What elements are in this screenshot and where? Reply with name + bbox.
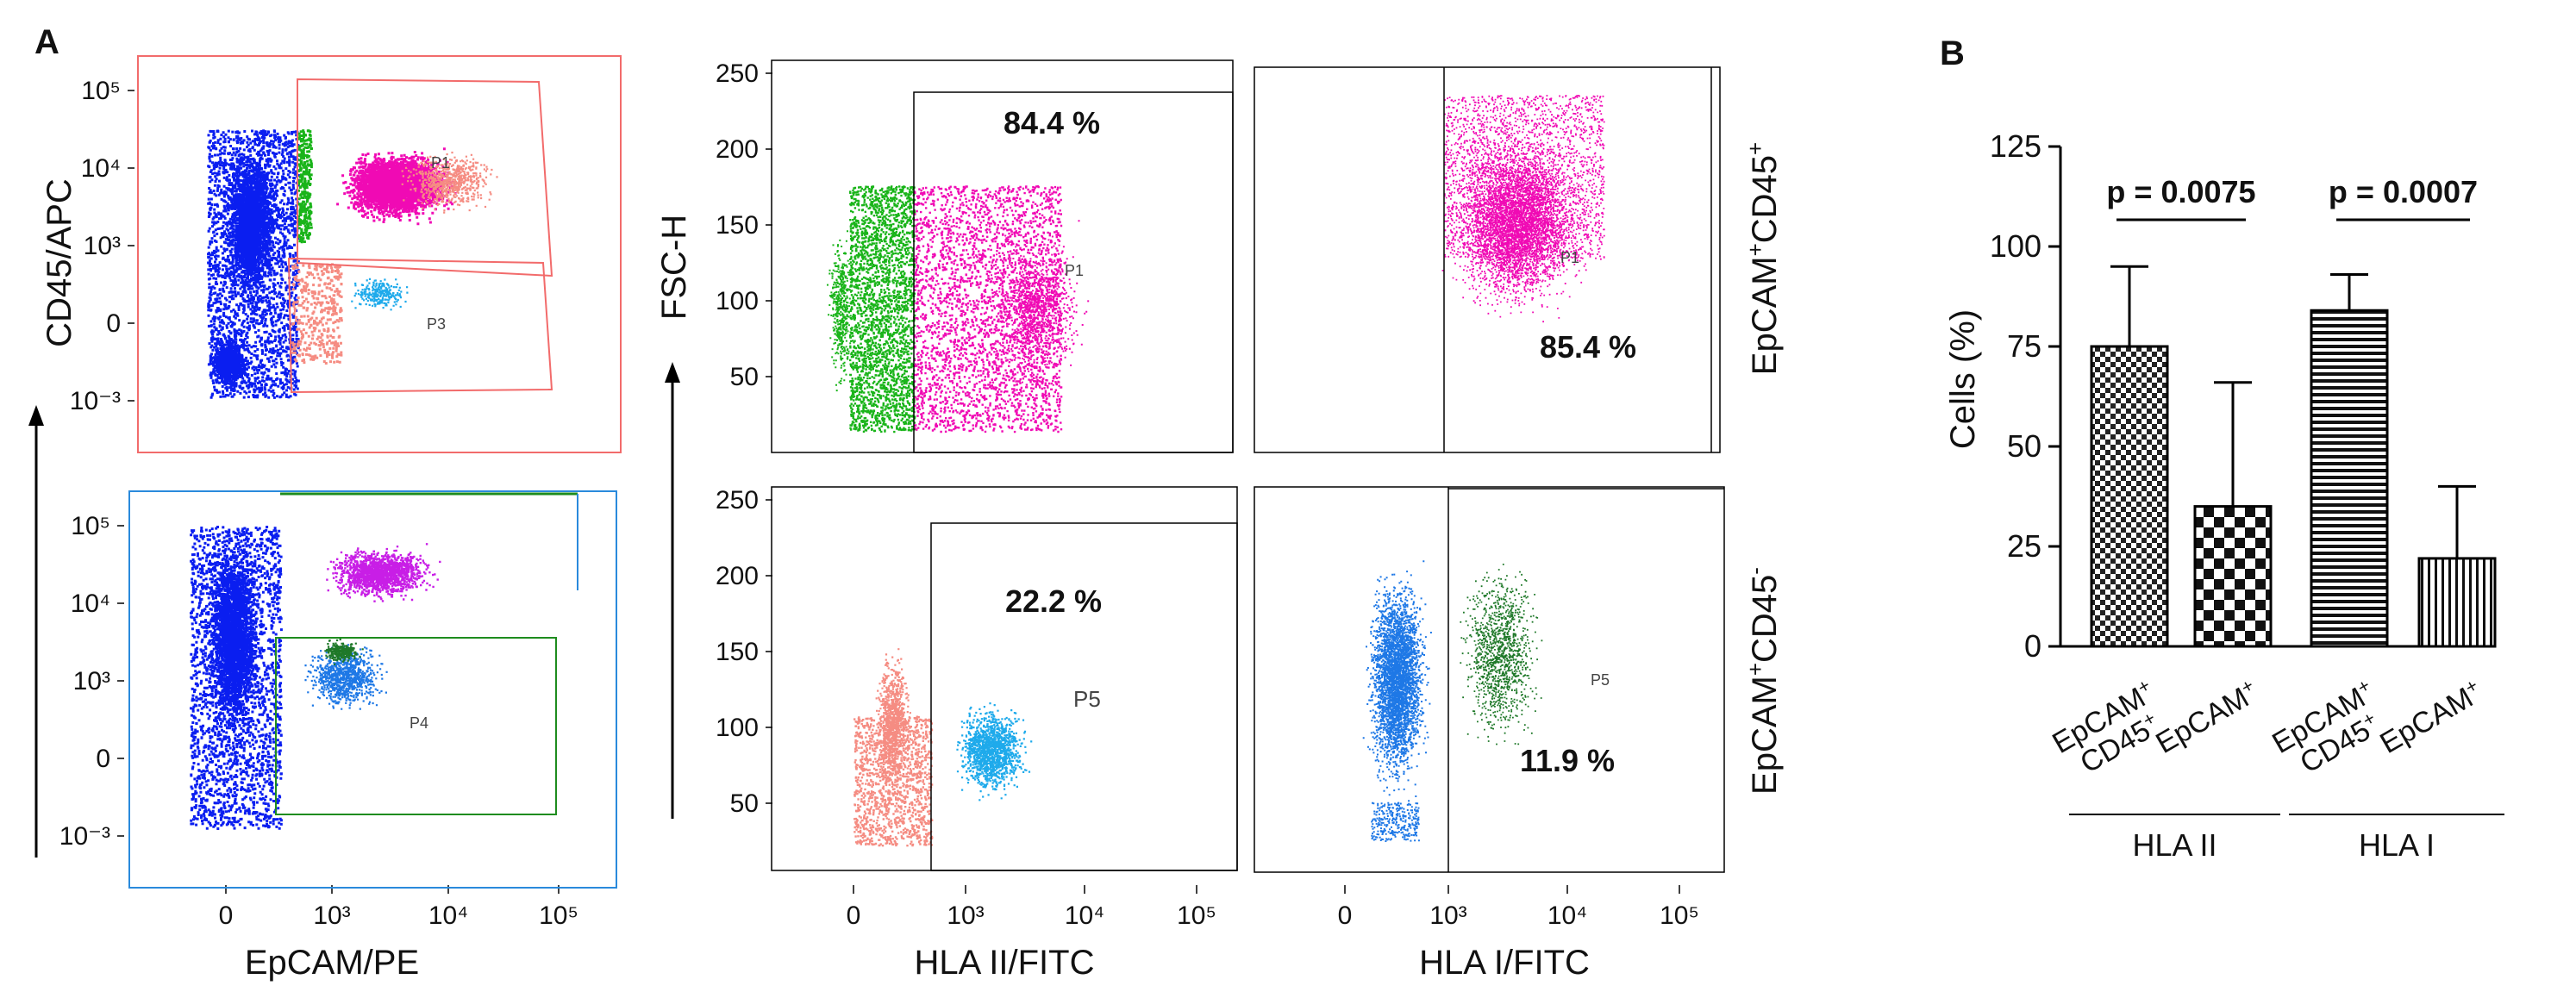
left-y-ticks-bottom: 10⁵ 10⁴ 10³ 0 10⁻³ xyxy=(59,512,124,851)
x-tick-label: 10⁴ xyxy=(1065,901,1104,930)
mid-y-axis-label: FSC-H xyxy=(655,215,693,819)
mid-x-axis-label: HLA II/FITC xyxy=(915,944,1095,982)
x-tick-label: 0 xyxy=(219,901,234,930)
y-tick-label: 10⁻³ xyxy=(59,822,110,851)
plot-hla2-cd45neg: P5 22.2 % xyxy=(771,486,1238,871)
plot-hla2-cd45pos: P1 84.4 % xyxy=(771,59,1234,453)
pct-hla2-cd45pos: 84.4 % xyxy=(1004,105,1100,140)
row-label-cd45pos: EpCAM+CD45+ xyxy=(1742,142,1784,375)
y-tick-label: 10⁴ xyxy=(81,154,121,183)
y-tick-label: 150 xyxy=(716,638,759,666)
y-tick-label: 150 xyxy=(716,211,759,240)
y-tick-label: 10³ xyxy=(73,667,110,695)
bar-y-tick-label: 100 xyxy=(1990,228,2041,264)
x-tick-label: 10⁵ xyxy=(1660,901,1699,930)
x-tick-label: 10⁵ xyxy=(1177,901,1216,930)
hla2-x-ticks: 0 10³ 10⁴ 10⁵ xyxy=(847,885,1216,930)
bar-y-tick-label: 50 xyxy=(2007,428,2041,464)
pvalue-label: p = 0.0075 xyxy=(2106,174,2255,209)
pct-hla1-cd45pos: 85.4 % xyxy=(1540,329,1636,365)
y-tick-label: 100 xyxy=(716,287,759,315)
y-tick-label: 10⁴ xyxy=(71,589,110,618)
bar-category-label: EpCAM+ xyxy=(2373,674,2488,760)
left-x-axis-label: EpCAM/PE xyxy=(245,944,419,982)
y-tick-label: 10⁵ xyxy=(81,77,121,105)
bar-3 xyxy=(2417,557,2497,648)
gate-label-right-bot: P5 xyxy=(1591,671,1610,689)
plot-hla1-cd45neg: P5 11.9 % xyxy=(1254,486,1725,873)
x-tick-label: 10⁵ xyxy=(539,901,578,930)
bar-1 xyxy=(2193,505,2273,648)
bar-y-tick-label: 25 xyxy=(2007,528,2041,564)
gate-hla2-bottom[interactable] xyxy=(930,522,1238,871)
left-x-ticks: 0 10³ 10⁴ 10⁵ xyxy=(219,885,578,930)
pct-hla2-cd45neg: 22.2 % xyxy=(1005,583,1102,619)
left-y-ticks-top: 10⁵ 10⁴ 10³ 0 10⁻³ xyxy=(70,77,134,415)
y-tick-label: 0 xyxy=(106,309,121,338)
y-tick-label: 250 xyxy=(716,59,759,88)
y-tick-label: 10⁻³ xyxy=(70,387,121,415)
plot-cd45-epcam-top: P1 P3 xyxy=(137,55,622,453)
gate-hla2-top[interactable] xyxy=(913,91,1234,453)
bar-y-tick-label: 125 xyxy=(1990,128,2041,164)
y-tick-label: 50 xyxy=(730,363,759,391)
gate-label-p4: P4 xyxy=(410,714,428,732)
bar-0 xyxy=(2090,345,2169,648)
right-x-axis-label: HLA I/FITC xyxy=(1419,944,1590,982)
fsc-ticks-bottom: 250 200 150 100 50 xyxy=(716,486,772,818)
x-tick-label: 10³ xyxy=(947,901,984,930)
group-label: HLA II xyxy=(2132,827,2216,863)
gate-p3[interactable] xyxy=(287,257,553,394)
pct-hla1-cd45neg: 11.9 % xyxy=(1520,743,1615,778)
gate-label-p3: P3 xyxy=(427,315,446,333)
x-tick-label: 10³ xyxy=(1429,901,1466,930)
gate-label-right-top: P1 xyxy=(1560,249,1579,266)
x-tick-label: 0 xyxy=(847,901,861,930)
y-tick-label: 200 xyxy=(716,135,759,164)
plot-cd45-epcam-bottom: P4 xyxy=(128,490,617,889)
bar-2 xyxy=(2310,309,2389,648)
y-tick-label: 10⁵ xyxy=(71,512,110,540)
gate-p1[interactable] xyxy=(297,78,553,278)
x-tick-label: 10³ xyxy=(313,901,350,930)
y-tick-label: 200 xyxy=(716,562,759,590)
y-tick-label: 0 xyxy=(96,745,110,773)
bar-category-label: EpCAM+ xyxy=(2149,674,2264,760)
fsc-ticks-top: 250 200 150 100 50 xyxy=(716,59,772,391)
left-y-axis-label: CD45/APC xyxy=(28,178,78,858)
x-tick-label: 10⁴ xyxy=(1547,901,1587,930)
gate-label-p5: P5 xyxy=(1073,686,1101,712)
x-tick-label: 0 xyxy=(1338,901,1353,930)
x-tick-label: 10⁴ xyxy=(428,901,468,930)
y-tick-label: 250 xyxy=(716,486,759,515)
pvalue-label: p = 0.0007 xyxy=(2329,174,2478,209)
group-label: HLA I xyxy=(2359,827,2435,863)
y-tick-label: 100 xyxy=(716,714,759,742)
bar-y-tick-label: 75 xyxy=(2007,328,2041,364)
y-tick-label: 10³ xyxy=(84,232,121,260)
gate-label-p1: P1 xyxy=(431,154,450,172)
row-label-cd45neg: EpCAM+CD45- xyxy=(1742,567,1784,795)
svg-text:CD45/APC: CD45/APC xyxy=(41,178,78,347)
bar-y-tick-label: 0 xyxy=(2024,628,2041,664)
svg-text:FSC-H: FSC-H xyxy=(655,215,693,320)
plot-hla1-cd45pos: P1 85.4 % xyxy=(1254,66,1721,453)
gate-p4[interactable] xyxy=(275,637,557,815)
panel-a-label: A xyxy=(34,23,59,61)
panel-b-label: B xyxy=(1940,34,1965,72)
bar-y-axis-label: Cells (%) xyxy=(1944,309,1982,449)
hla1-x-ticks: 0 10³ 10⁴ 10⁵ xyxy=(1338,885,1699,930)
y-tick-label: 50 xyxy=(730,789,759,818)
gate-label-mid-top: P1 xyxy=(1065,262,1084,279)
